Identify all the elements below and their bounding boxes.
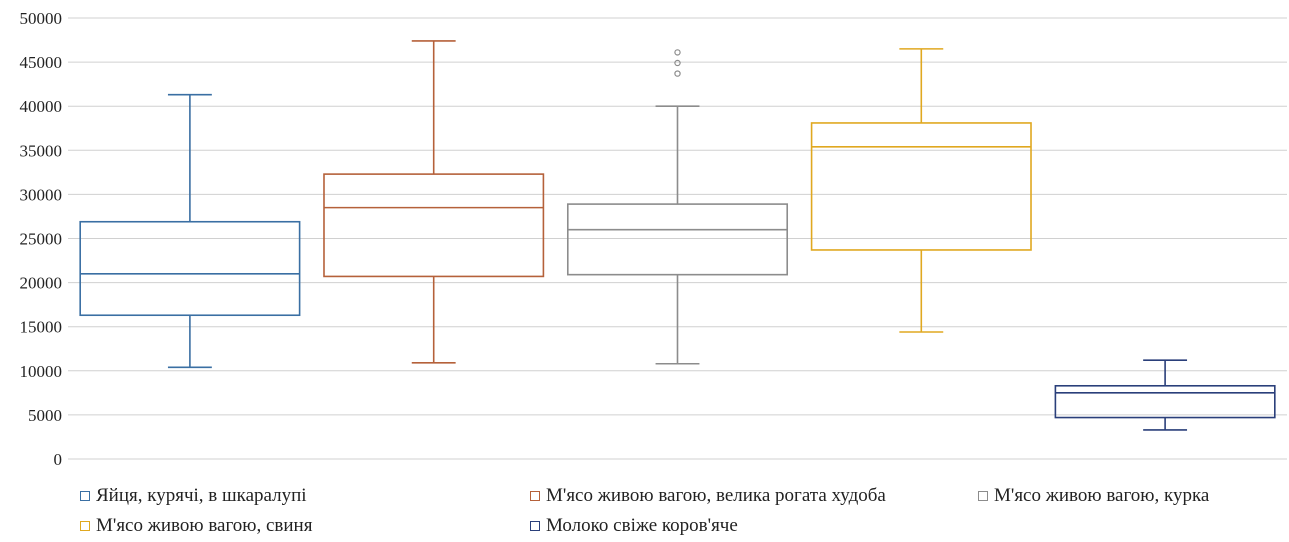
y-tick-label: 40000 [20, 97, 63, 116]
outlier-point [674, 70, 681, 77]
y-tick-label: 35000 [20, 141, 63, 160]
y-tick-label: 20000 [20, 274, 63, 293]
box [79, 220, 301, 317]
y-tick-label: 15000 [20, 318, 63, 337]
y-tick-label: 10000 [20, 362, 63, 381]
y-tick-label: 50000 [20, 9, 63, 28]
y-tick-label: 25000 [20, 230, 63, 249]
outlier-point [674, 49, 681, 56]
box [810, 122, 1032, 251]
box [566, 203, 789, 276]
box [1054, 384, 1276, 419]
box [323, 173, 545, 278]
y-tick-label: 45000 [20, 53, 63, 72]
y-tick-label: 30000 [20, 185, 63, 204]
y-tick-label: 0 [54, 450, 63, 469]
y-tick-label: 5000 [28, 406, 62, 425]
outlier-point [674, 59, 681, 67]
